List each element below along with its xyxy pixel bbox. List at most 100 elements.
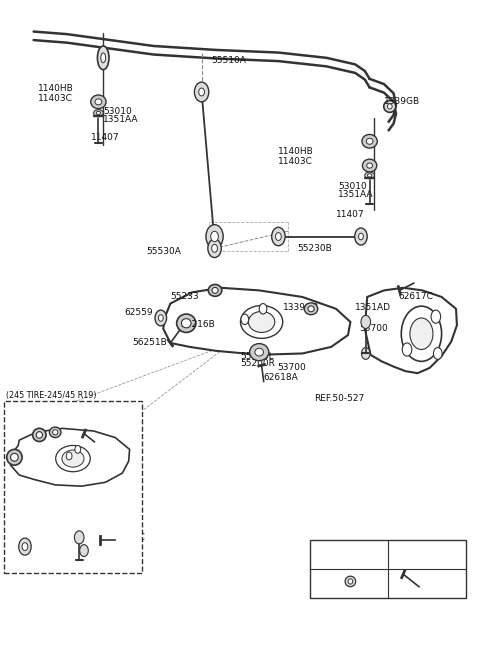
Ellipse shape	[95, 99, 102, 105]
Text: 1351AA: 1351AA	[103, 115, 139, 124]
Text: 54645: 54645	[394, 551, 422, 560]
Circle shape	[272, 227, 285, 246]
Polygon shape	[11, 428, 130, 486]
Ellipse shape	[212, 288, 218, 293]
Ellipse shape	[181, 319, 191, 328]
Text: 55230B: 55230B	[298, 244, 332, 253]
Bar	[4, 401, 142, 573]
Text: 54558B: 54558B	[331, 551, 366, 560]
Ellipse shape	[94, 110, 103, 116]
Ellipse shape	[91, 95, 106, 108]
Ellipse shape	[36, 432, 42, 438]
Ellipse shape	[177, 314, 196, 332]
Ellipse shape	[49, 427, 61, 438]
Text: 1339GB: 1339GB	[283, 303, 319, 312]
Text: 53700: 53700	[74, 562, 103, 571]
Text: 53010: 53010	[103, 107, 132, 116]
Circle shape	[208, 239, 221, 258]
Circle shape	[194, 82, 209, 102]
Text: 1140HB
11403C: 1140HB 11403C	[38, 83, 74, 103]
Text: 55200L: 55200L	[240, 351, 274, 361]
Circle shape	[19, 538, 31, 555]
Ellipse shape	[56, 445, 90, 472]
Text: 53700: 53700	[277, 363, 306, 373]
Ellipse shape	[208, 284, 222, 296]
Text: 55510A: 55510A	[211, 56, 246, 65]
Text: 55233: 55233	[170, 292, 199, 302]
Circle shape	[401, 306, 442, 361]
Circle shape	[359, 233, 363, 240]
Text: 53010: 53010	[338, 182, 367, 191]
Text: 62617C: 62617C	[398, 292, 433, 302]
Ellipse shape	[240, 306, 283, 338]
Circle shape	[433, 348, 442, 359]
Ellipse shape	[62, 450, 84, 467]
Polygon shape	[163, 288, 350, 355]
Ellipse shape	[368, 174, 372, 177]
Circle shape	[66, 452, 72, 460]
Text: 1351AA: 1351AA	[338, 190, 374, 199]
Ellipse shape	[11, 453, 18, 461]
Text: 55200L: 55200L	[48, 401, 82, 411]
Ellipse shape	[96, 111, 100, 115]
Ellipse shape	[362, 159, 377, 172]
Bar	[310, 540, 466, 598]
Circle shape	[402, 343, 412, 356]
Text: 55200R: 55200R	[240, 359, 275, 369]
Circle shape	[355, 228, 367, 245]
Ellipse shape	[250, 344, 269, 361]
Text: 55216B: 55216B	[74, 454, 109, 463]
Polygon shape	[365, 288, 457, 373]
Circle shape	[74, 531, 84, 544]
Ellipse shape	[367, 163, 372, 168]
Ellipse shape	[387, 104, 392, 109]
Ellipse shape	[365, 172, 374, 179]
Ellipse shape	[384, 101, 396, 112]
Text: 1339GB: 1339GB	[384, 97, 420, 106]
Ellipse shape	[249, 311, 275, 332]
Circle shape	[361, 315, 371, 328]
Text: 28990A: 28990A	[6, 487, 40, 496]
Circle shape	[361, 348, 370, 359]
Ellipse shape	[97, 46, 109, 70]
Circle shape	[155, 310, 167, 326]
Circle shape	[80, 545, 88, 556]
Circle shape	[22, 543, 28, 551]
Text: 62618A: 62618A	[263, 373, 298, 382]
Text: 55200R: 55200R	[48, 409, 83, 419]
Circle shape	[241, 314, 249, 325]
Circle shape	[206, 225, 223, 248]
Text: 53700: 53700	[13, 562, 42, 571]
Text: 11407: 11407	[91, 133, 120, 143]
Circle shape	[158, 315, 163, 321]
Ellipse shape	[308, 306, 314, 312]
Text: 62617C: 62617C	[110, 533, 145, 542]
Circle shape	[410, 318, 433, 350]
Ellipse shape	[362, 135, 377, 148]
Ellipse shape	[345, 576, 356, 587]
Text: 55530A: 55530A	[146, 247, 181, 256]
Circle shape	[431, 310, 441, 323]
Text: 28990A: 28990A	[74, 461, 109, 470]
Ellipse shape	[101, 53, 106, 63]
Text: 11407: 11407	[336, 210, 365, 219]
Text: 1351AD: 1351AD	[71, 543, 107, 553]
Text: 1351AD: 1351AD	[355, 303, 391, 312]
Text: 62559: 62559	[125, 308, 154, 317]
Ellipse shape	[33, 428, 46, 442]
Text: 53700: 53700	[359, 324, 388, 333]
Circle shape	[212, 244, 217, 252]
Text: (245 TIRE-245/45 R19): (245 TIRE-245/45 R19)	[6, 391, 96, 400]
Ellipse shape	[255, 348, 264, 356]
Circle shape	[276, 233, 281, 240]
Text: REF.50-527: REF.50-527	[314, 394, 365, 403]
Text: 1140HB
11403C: 1140HB 11403C	[278, 147, 314, 166]
Ellipse shape	[7, 449, 22, 465]
Text: 55216B: 55216B	[180, 320, 215, 329]
Circle shape	[211, 231, 218, 242]
Circle shape	[75, 445, 81, 453]
Text: 1140AA: 1140AA	[101, 442, 136, 451]
Ellipse shape	[304, 303, 318, 315]
Ellipse shape	[348, 579, 353, 584]
Circle shape	[259, 304, 267, 314]
